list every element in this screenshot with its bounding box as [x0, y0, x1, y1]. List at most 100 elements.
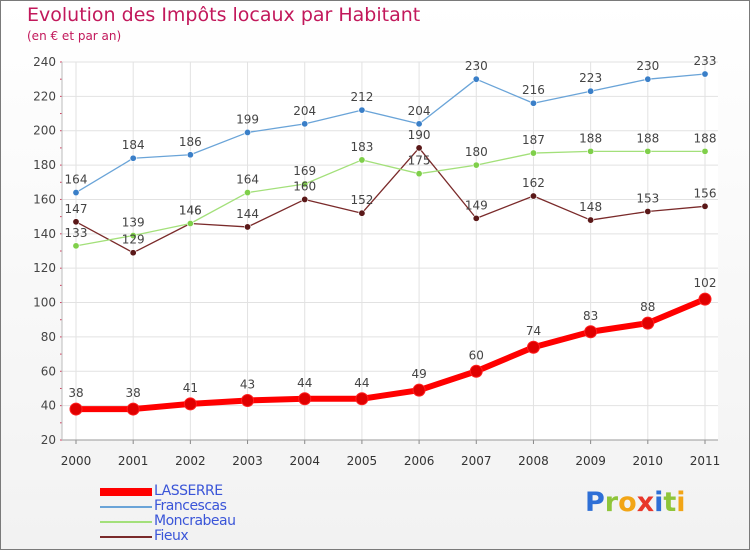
data-label: 233 [694, 54, 717, 68]
data-point [698, 292, 712, 306]
data-point [355, 392, 369, 406]
data-point [584, 325, 598, 339]
chart-title: Evolution des Impôts locaux par Habitant [27, 4, 421, 26]
logo-letter: x [636, 487, 655, 518]
data-label: 223 [579, 71, 602, 85]
data-point [301, 120, 309, 128]
y-tick-label: 160 [33, 192, 56, 206]
data-point [526, 340, 540, 354]
data-point [469, 364, 483, 378]
data-point [587, 147, 595, 155]
data-point [186, 220, 194, 228]
data-label: 133 [65, 226, 88, 240]
data-label: 186 [179, 135, 202, 149]
series-line-moncrabeau [75, 150, 706, 247]
data-point [529, 192, 537, 200]
data-label: 83 [583, 309, 598, 323]
y-tick-label: 120 [33, 261, 56, 275]
data-label: 204 [293, 104, 316, 118]
data-label: 180 [465, 145, 488, 159]
series-line-lasserre [73, 296, 708, 413]
x-tick-label: 2001 [118, 454, 149, 468]
data-point [126, 402, 140, 416]
data-label: 147 [65, 202, 88, 216]
plot-area [62, 62, 718, 440]
data-point [358, 156, 366, 164]
data-label: 139 [122, 216, 145, 230]
data-label: 60 [469, 348, 484, 362]
data-label: 188 [694, 131, 717, 145]
legend-item-lasserre: LASSERRE [100, 483, 300, 499]
data-point [129, 232, 137, 240]
data-point [644, 75, 652, 83]
data-point [412, 383, 426, 397]
data-label: 49 [411, 367, 426, 381]
data-label: 184 [122, 138, 145, 152]
data-point [129, 249, 137, 257]
data-label: 149 [465, 198, 488, 212]
legend-label: Moncrabeau [154, 513, 236, 529]
data-label: 129 [122, 233, 145, 247]
logo-letter: t [663, 487, 677, 518]
data-point [701, 202, 709, 210]
series-line-fieux [75, 147, 706, 254]
x-tick-label: 2008 [518, 454, 549, 468]
data-point [183, 397, 197, 411]
data-point [301, 195, 309, 203]
data-label: 44 [354, 376, 369, 390]
data-point [472, 214, 480, 222]
data-label: 188 [636, 131, 659, 145]
data-label: 38 [68, 386, 83, 400]
y-tick-label: 200 [33, 124, 56, 138]
data-label: 216 [522, 83, 545, 97]
data-label: 153 [636, 191, 659, 205]
data-label: 169 [293, 164, 316, 178]
data-label: 152 [350, 193, 373, 207]
y-tick-label: 20 [41, 433, 56, 447]
data-point [415, 144, 423, 152]
legend-swatch [100, 505, 152, 508]
series-line-francescas [75, 73, 706, 194]
chart-subtitle: (en € et par an) [27, 29, 122, 43]
data-point [358, 209, 366, 217]
x-tick-label: 2005 [347, 454, 378, 468]
data-point [241, 393, 255, 407]
data-point [186, 151, 194, 159]
data-label: 102 [694, 276, 717, 290]
x-tick-label: 2004 [289, 454, 320, 468]
data-point [644, 207, 652, 215]
data-point [644, 147, 652, 155]
logo-letter: P [585, 487, 605, 518]
x-tick-label: 2002 [175, 454, 206, 468]
y-tick-label: 100 [33, 296, 56, 310]
data-point [415, 170, 423, 178]
y-tick-label: 60 [41, 364, 56, 378]
data-label: 148 [579, 200, 602, 214]
data-label: 190 [408, 128, 431, 142]
data-label: 164 [236, 173, 259, 187]
x-tick-label: 2003 [232, 454, 263, 468]
legend-swatch [100, 520, 152, 523]
data-point [472, 161, 480, 169]
y-tick-label: 40 [41, 399, 56, 413]
data-point [472, 75, 480, 83]
data-point [244, 223, 252, 231]
data-point [69, 402, 83, 416]
data-label: 74 [526, 324, 541, 338]
data-label: 156 [694, 186, 717, 200]
legend-swatch [100, 535, 152, 538]
proxiti-logo: Proxiti [585, 487, 686, 518]
data-point [244, 189, 252, 197]
x-tick-label: 2011 [690, 454, 721, 468]
x-tick-label: 2006 [404, 454, 435, 468]
x-tick-label: 2007 [461, 454, 492, 468]
data-label: 230 [636, 59, 659, 73]
data-point [298, 392, 312, 406]
data-label: 146 [179, 204, 202, 218]
logo-letter: o [618, 487, 637, 518]
x-tick-label: 2010 [633, 454, 664, 468]
y-tick-label: 80 [41, 330, 56, 344]
data-label: 188 [579, 131, 602, 145]
data-point [701, 147, 709, 155]
